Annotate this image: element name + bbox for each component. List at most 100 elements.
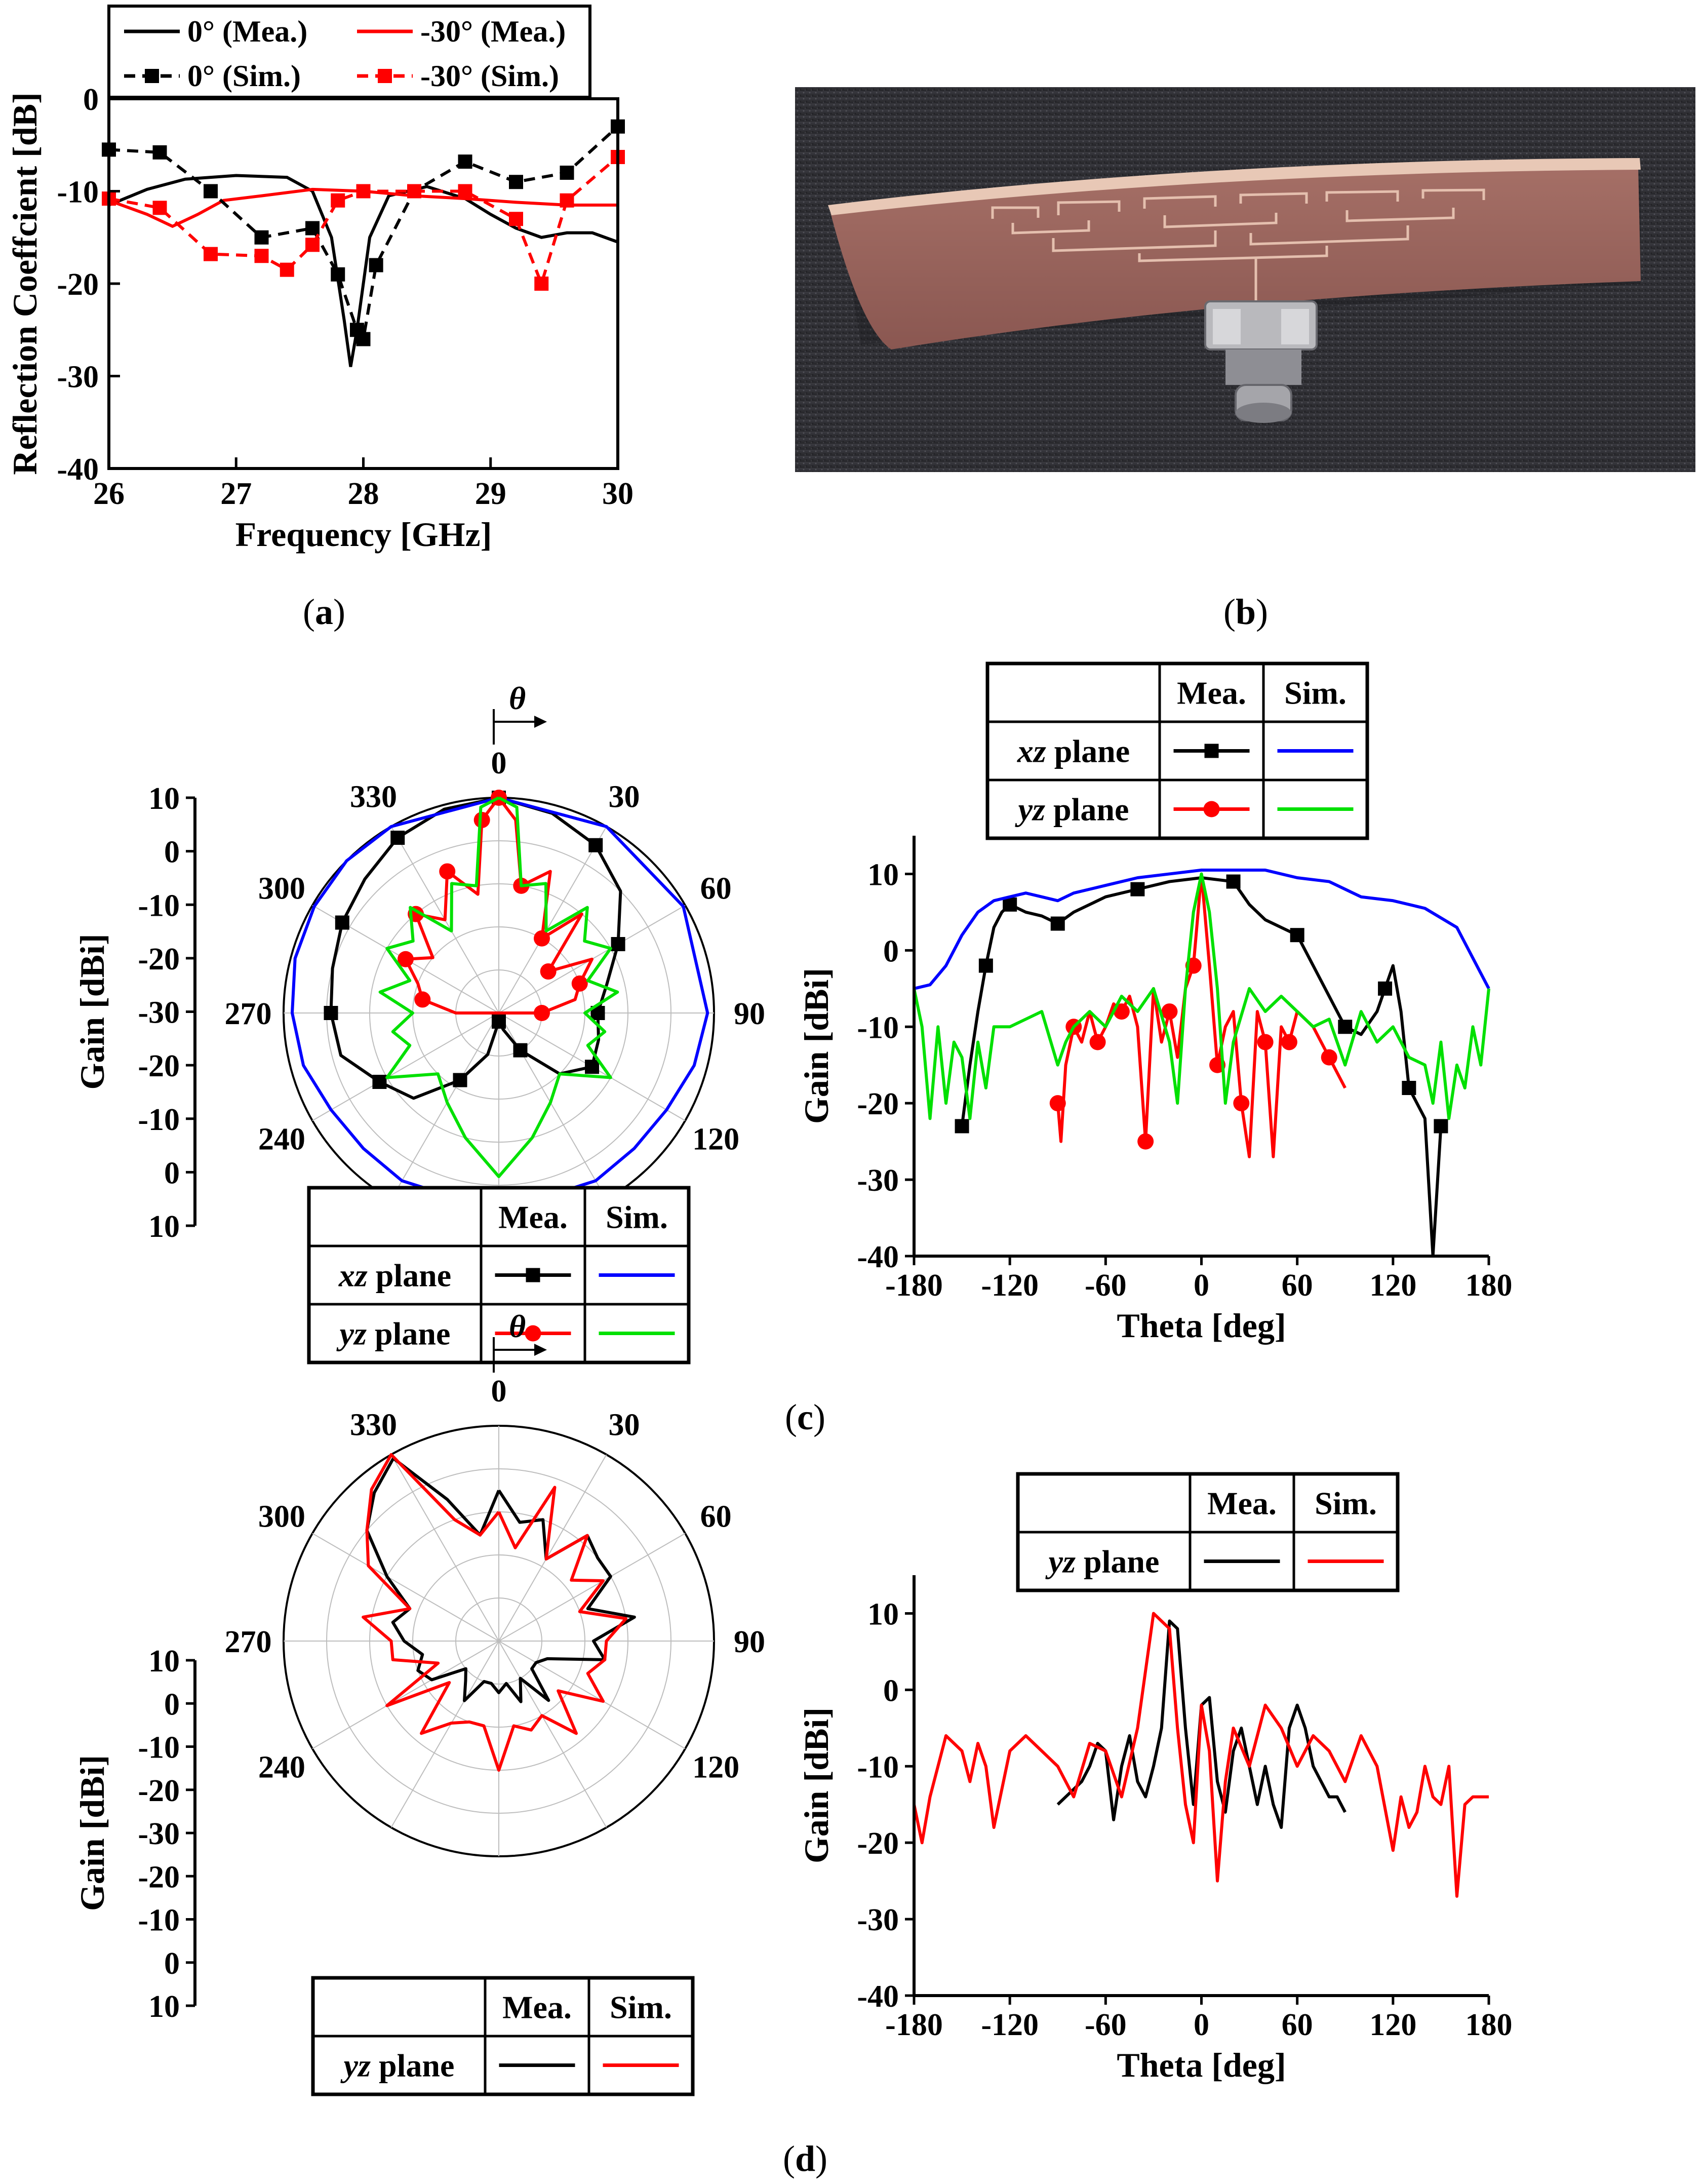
panel-c-polar-point-xz-plane-mea-18 [324,1006,338,1020]
panel-d-cart-ytick-2: -10 [857,1750,899,1784]
panel-a-ytick-3: -30 [57,360,99,395]
panel-a-point-30-sim-1 [152,201,167,215]
panel-c-cart-legend-header-mea: Mea. [1177,675,1246,711]
panel-c-cart-point-xz-plane-mea-15 [1226,874,1241,889]
panel-c-polar-theta-symbol: θ [509,680,526,716]
caption-a: (a) [303,592,345,632]
panel-a-xtick-2: 28 [348,477,379,511]
panel-c-polar-point-xz-plane-mea-4 [611,937,625,951]
panel-c-polar-angle-label-1: 30 [609,779,640,814]
panel-c-polar-radial-tick-6: -10 [138,1103,180,1137]
panel-c-polar-radial-tick-5: -20 [138,1049,180,1083]
panel-c-polar-series-yz-plane-sim [378,796,619,1178]
panel-c-cart-legend-swatch-marker-mea-2 [1203,801,1220,817]
panel-d-cart-xtick-2: -60 [1085,2008,1127,2042]
panel-d-cart-legend-row-label-1: yz plane [1045,1544,1160,1580]
panel-d-polar-series-yz-plane-mea [365,1457,636,1703]
panel-c-cart-ytick-4: -30 [857,1163,899,1198]
panel-c-polar-point-xz-plane-mea-8 [585,1060,600,1074]
panel-a-point-0-sim-2 [204,184,218,199]
panel-d-polar-grid-spoke-150 [498,1641,607,1828]
panel-c-polar-angle-label-0: 0 [491,746,507,781]
panel-c-cart-ytick-2: -10 [857,1010,899,1045]
panel-c-cart-series-yz-plane-sim [913,872,1490,1120]
panel-d-cart-ytick-0: 10 [867,1597,899,1631]
panel-c-polar-point-xz-plane-mea-16 [372,1075,387,1089]
panel-d-cartesian-chart: -180 -120 -60 0 60 120 180 10 0 -10 -20 -30 -40 Theta… [797,1575,1513,2084]
flexible-antenna-array-photo [795,87,1695,472]
panel-c-polar-point-xz-plane-mea-10 [513,1043,528,1058]
panel-a-point-30-sim-4 [280,262,294,277]
panel-d-cart-series-yz-plane-sim [913,1612,1489,1898]
panel-d-polar-radial-tick-2: -10 [138,1731,180,1765]
panel-a-ytick-1: -10 [57,175,99,210]
panel-a-point-0-sim-4 [305,221,320,236]
panel-c-cart-point-yz-plane-mea-12 [1137,1133,1154,1150]
panel-c-polar-point-xz-plane-mea-20 [335,915,349,930]
panel-c-polar-legend-table: Mea. Sim. xz plane yz plane [307,1186,691,1364]
panel-c-cart-point-xz-plane-mea-18 [1290,928,1304,943]
legend-marker-m30-sim [378,69,392,83]
panel-a-legend-box [107,5,591,99]
panel-d-cart-legend-header-sim: Sim. [1315,1486,1377,1522]
panel-c-cart-xtick-5: 120 [1369,1268,1416,1303]
panel-d-polar-series-yz-plane-sim [362,1453,628,1772]
panel-d-polar-angle-label-3: 90 [734,1625,765,1659]
legend-marker-0-sim [145,69,159,83]
panel-a-point-0-sim-3 [254,230,269,245]
panel-a-legend-label-0: 0° (Mea.) [187,15,307,48]
panel-a-xtick-3: 29 [475,477,506,511]
panel-a-point-0-sim-5 [331,267,345,282]
panel-c-polar-legend-swatch-marker-mea-1 [526,1268,540,1282]
panel-d-polar-angle-label-7: 300 [258,1500,305,1534]
panel-a-point-0-sim-11 [509,175,523,189]
panel-c-cart-point-xz-plane-mea-12 [1130,882,1145,896]
panel-c-polar-radial-tick-0: 10 [148,782,180,816]
panel-c-polar-point-xz-plane-mea-14 [453,1073,467,1087]
panel-d-polar-legend-row-label-1: yz plane [340,2048,455,2084]
panel-d-polar-grid-spoke-210 [390,1641,499,1828]
caption-d: (d) [783,2138,827,2179]
panel-d-polar-angle-label-0: 0 [491,1374,507,1409]
panel-c-cart-ylabel: Gain [dBi] [797,968,836,1124]
panel-c-polar-point-xz-plane-mea-12 [492,1015,506,1029]
panel-a-plot-area [102,119,625,367]
panel-a-ylabel: Reflection Coeffcient [dB] [6,92,44,475]
panel-a-point-0-sim-8 [369,258,383,272]
panel-a-point-0-sim-10 [458,154,472,169]
panel-d-polar-grid-spoke-30 [498,1454,607,1642]
panel-c-polar-angle-label-3: 90 [734,997,765,1031]
panel-c-polar-legend-swatch-marker-mea-2 [525,1325,541,1342]
panel-c-cart-ytick-1: 0 [883,934,899,968]
panel-a-point-30-sim-9 [458,184,472,199]
panel-c-cart-point-xz-plane-mea-27 [1402,1081,1416,1095]
panel-c-polar-radial-tick-8: 10 [148,1210,180,1244]
panel-d-cart-xtick-4: 60 [1282,2008,1313,2042]
panel-c-polar-point-yz-plane-mea-14 [397,951,414,967]
panel-c-polar-angle-label-7: 300 [258,872,305,906]
panel-c-cart-point-yz-plane-mea-6 [1089,1034,1106,1050]
caption-b: (b) [1223,592,1268,632]
panel-c-cart-point-xz-plane-mea-9 [1050,916,1065,931]
panel-d-cart-xtick-6: 180 [1466,2008,1513,2042]
panel-c-polar-angle-label-5: 240 [258,1122,305,1157]
panel-c-polar-point-xz-plane-mea-22 [390,831,405,845]
panel-c-polar-point-yz-plane-mea-8 [571,975,588,992]
panel-c-polar-radial-tick-4: -30 [138,996,180,1030]
panel-d-polar-theta-symbol: θ [509,1308,526,1344]
panel-d-polar-radial-tick-7: 0 [164,1946,180,1981]
panel-d-polar-chart: 0 30 60 90 120 240 270 300 330 θ 10 0 -10 -20 -30 -20 -1… [73,1308,765,2024]
panel-c-polar-point-yz-plane-mea-6 [540,963,557,980]
panel-a-legend-label-1: -30° (Mea.) [420,15,566,48]
panel-c-cart-ytick-0: 10 [867,857,899,892]
panel-c-cart-xtick-3: 0 [1194,1268,1209,1303]
panel-c-cart-point-yz-plane-mea-33 [1321,1049,1337,1066]
panel-c-cart-ytick-5: -40 [857,1240,899,1274]
panel-c-polar-radial-tick-3: -20 [138,942,180,977]
panel-a-series-0-mea [108,174,619,367]
panel-c-cart-series-xz-plane-mea [960,876,1443,1258]
panel-d-cart-ytick-5: -40 [857,1979,899,2014]
panel-d-cart-xlabel: Theta [deg] [1117,2046,1286,2084]
panel-d-polar-radial-tick-8: 10 [148,1990,180,2024]
